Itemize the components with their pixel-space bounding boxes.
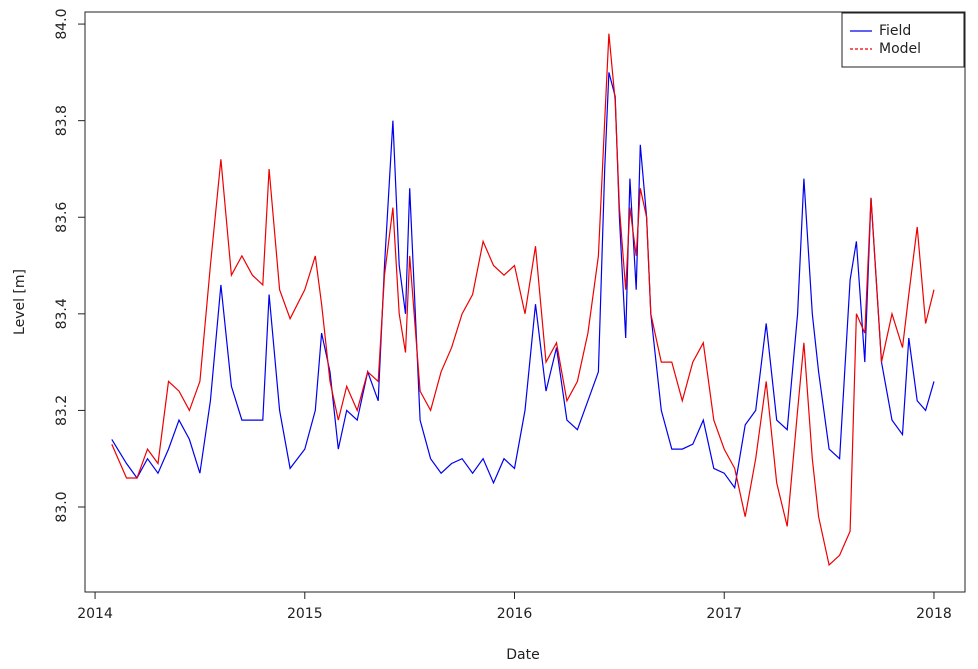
series-line — [111, 72, 935, 490]
y-tick-label: 84.0 — [54, 8, 70, 39]
y-tick-label: 83.8 — [54, 105, 70, 136]
x-axis-label: Date — [506, 647, 539, 663]
legend-label: Model — [879, 41, 921, 57]
legend-label: Field — [879, 23, 911, 39]
x-tick-label: 2014 — [77, 606, 113, 622]
series-line — [111, 33, 935, 567]
x-tick-label: 2015 — [287, 606, 323, 622]
legend-box — [841, 12, 965, 68]
y-tick-label: 83.4 — [54, 298, 70, 329]
x-tick-label: 2016 — [497, 606, 533, 622]
y-axis-label: Level [m] — [12, 269, 28, 335]
y-tick-label: 83.0 — [54, 491, 70, 522]
y-tick-label: 83.2 — [54, 395, 70, 426]
y-tick-label: 83.6 — [54, 202, 70, 233]
x-tick-label: 2017 — [706, 606, 742, 622]
x-tick-label: 2018 — [916, 606, 952, 622]
plot-frame — [84, 11, 966, 593]
